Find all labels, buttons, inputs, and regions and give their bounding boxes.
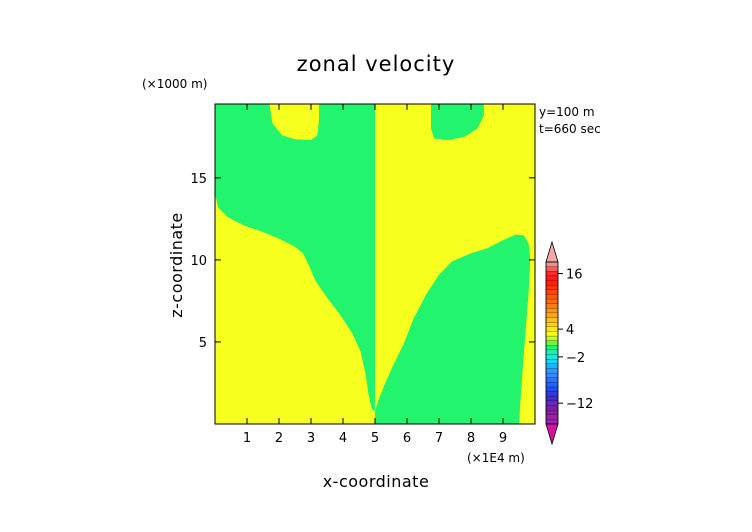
annotation-y-level: y=100 m	[539, 105, 595, 119]
colorbar-band	[545, 294, 559, 300]
colorbar-band	[545, 271, 559, 277]
colorbar-max-triangle	[545, 240, 559, 263]
colorbar-band	[545, 298, 559, 305]
colorbar-tick-label: 16	[566, 268, 583, 283]
colorbar-band	[545, 285, 559, 291]
colorbar-ticks: 16 4 −2 −12	[558, 268, 593, 412]
colorbar-band	[545, 391, 559, 397]
y-tick-label-5: 5	[199, 336, 207, 351]
colorbar-band	[545, 335, 559, 342]
x-tick-label-1: 1	[243, 431, 251, 446]
colorbar-band	[545, 396, 559, 402]
colorbar-band	[545, 331, 559, 337]
y-tick-label-10: 10	[190, 254, 207, 269]
x-axis-ticks: 1 2 3 4 5 6 7 8 9	[243, 104, 507, 446]
chart-title: zonal velocity	[297, 52, 456, 76]
colorbar-band	[545, 266, 559, 272]
y-tick-label-15: 15	[190, 172, 207, 187]
colorbar-min-triangle	[545, 423, 559, 446]
y-unit-label: (×1000 m)	[142, 77, 207, 91]
plot-area	[214, 103, 536, 425]
colorbar-band	[545, 363, 559, 369]
annotation-time: t=660 sec	[539, 122, 601, 136]
x-tick-label-2: 2	[275, 431, 283, 446]
colorbar-band	[545, 405, 559, 411]
y-axis-label: z-coordinate	[167, 212, 186, 318]
x-tick-label-4: 4	[339, 431, 347, 446]
colorbar-band	[545, 414, 559, 420]
colorbar-band	[545, 326, 559, 332]
right-upper-green-notch	[431, 104, 484, 141]
colorbar-band	[545, 308, 559, 314]
colorbar-band	[545, 372, 559, 379]
right-green-region	[375, 234, 531, 424]
colorbar-band	[545, 377, 559, 383]
colorbar-band	[545, 322, 559, 328]
colorbar-band	[545, 289, 559, 295]
x-axis-label: x-coordinate	[323, 472, 430, 491]
colorbar-band	[545, 409, 559, 416]
colorbar-band	[545, 340, 559, 346]
colorbar-band	[545, 386, 559, 393]
colorbar: 16 4 −2 −12	[545, 240, 593, 446]
colorbar-tick-label: 4	[566, 323, 574, 338]
x-tick-label-8: 8	[467, 431, 475, 446]
colorbar-band	[545, 382, 559, 388]
x-tick-label-3: 3	[307, 431, 315, 446]
colorbar-band	[545, 419, 559, 425]
left-green-region	[215, 104, 375, 411]
y-axis-ticks: 5 10 15	[190, 172, 535, 351]
colorbar-band	[545, 400, 559, 406]
left-upper-yellow-notch	[269, 104, 319, 141]
colorbar-band	[545, 261, 559, 268]
field-regions	[215, 104, 531, 424]
colorbar-band	[545, 345, 559, 351]
colorbar-tick-label: −12	[566, 397, 593, 412]
x-tick-label-9: 9	[499, 431, 507, 446]
x-tick-label-5: 5	[371, 431, 379, 446]
colorbar-band	[545, 354, 559, 360]
colorbar-tick-label: −2	[566, 351, 585, 366]
colorbar-band	[545, 303, 559, 309]
x-tick-label-7: 7	[435, 431, 443, 446]
colorbar-band	[545, 280, 559, 286]
colorbar-band	[545, 359, 559, 365]
colorbar-band	[545, 312, 559, 318]
colorbar-bands	[545, 261, 559, 425]
colorbar-band	[545, 349, 559, 355]
colorbar-band	[545, 317, 559, 323]
colorbar-band	[545, 275, 559, 281]
x-unit-label: (×1E4 m)	[467, 451, 525, 465]
x-tick-label-6: 6	[403, 431, 411, 446]
colorbar-band	[545, 368, 559, 374]
